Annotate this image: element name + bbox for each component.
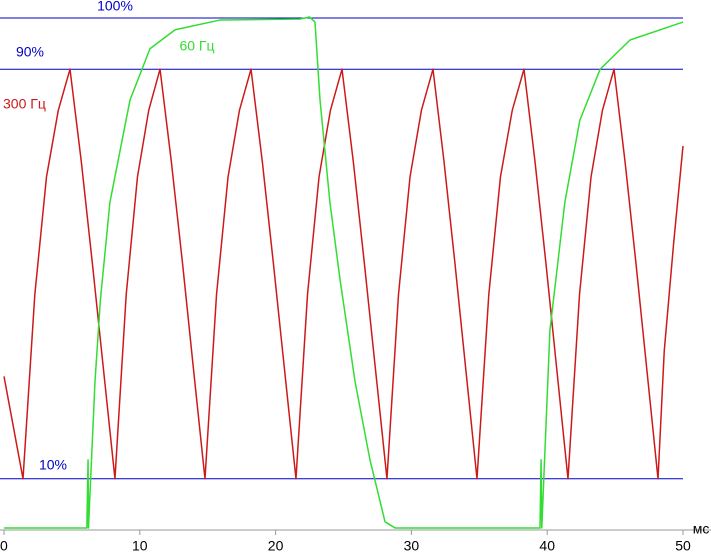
series-line (3, 68, 684, 480)
series-line (4, 16, 684, 529)
reference-label: 100% (97, 0, 133, 14)
reference-label: 10% (39, 457, 67, 473)
x-tick-label: 10 (132, 538, 148, 554)
x-tick-label: 30 (404, 538, 420, 554)
series-label: 300 Гц (3, 96, 46, 112)
x-tick-label: 0 (0, 538, 8, 554)
x-tick-label: 40 (539, 538, 555, 554)
x-axis-label: мс (693, 521, 710, 537)
x-tick-label: 20 (268, 538, 284, 554)
reference-label: 90% (16, 44, 44, 60)
x-tick-label: 50 (675, 538, 691, 554)
series-label: 60 Гц (179, 38, 214, 54)
